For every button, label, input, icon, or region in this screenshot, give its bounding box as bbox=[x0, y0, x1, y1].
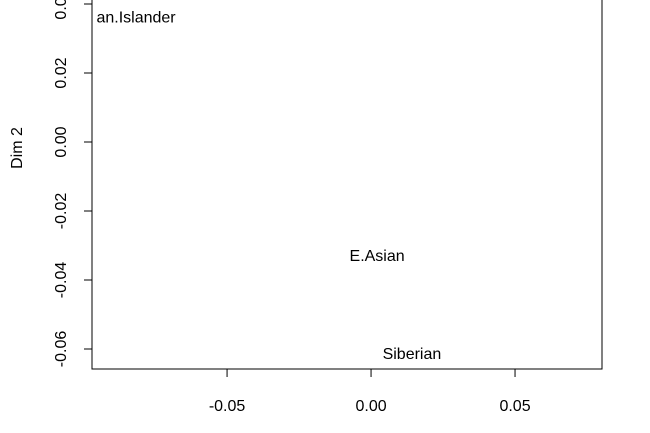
y-tick-label: -0.02 bbox=[53, 193, 70, 230]
point-label: an.Islander bbox=[96, 9, 176, 26]
x-tick-label: 0.05 bbox=[499, 398, 530, 415]
point-label: Siberian bbox=[383, 346, 442, 363]
y-axis-label: Dim 2 bbox=[9, 127, 26, 169]
y-tick-label: 0.02 bbox=[53, 57, 70, 88]
y-tick-label: 0.00 bbox=[53, 126, 70, 157]
y-tick-label: 0.04 bbox=[53, 0, 70, 20]
y-tick-label: -0.04 bbox=[53, 262, 70, 299]
x-tick-label: 0.00 bbox=[355, 398, 386, 415]
plot-frame bbox=[91, 0, 603, 370]
x-tick-label: -0.05 bbox=[209, 398, 246, 415]
point-label: E.Asian bbox=[350, 248, 405, 265]
y-tick-label: -0.06 bbox=[53, 331, 70, 368]
